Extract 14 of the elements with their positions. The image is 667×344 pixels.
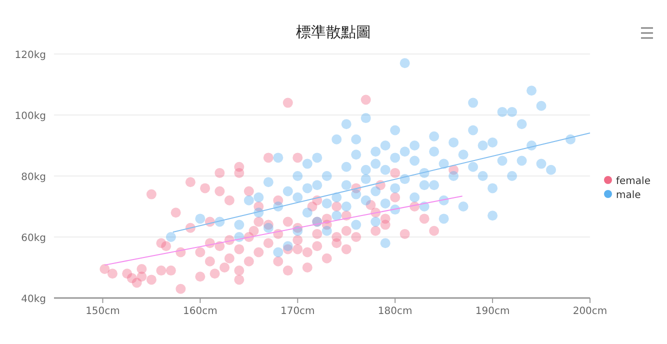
x-tick-label: 170cm xyxy=(280,306,315,317)
x-tick-label: 200cm xyxy=(572,306,608,317)
y-tick-label: 120kg xyxy=(14,50,46,61)
legend-label: male xyxy=(616,190,641,201)
y-tick-label: 60kg xyxy=(21,233,46,244)
legend-label: female xyxy=(616,176,650,187)
y-tick-label: 40kg xyxy=(21,294,46,305)
y-tick-label: 80kg xyxy=(21,172,46,183)
x-tick-label: 190cm xyxy=(475,306,510,317)
y-tick-label: 100kg xyxy=(14,111,46,122)
x-tick-label: 160cm xyxy=(183,306,218,317)
x-tick-label: 150cm xyxy=(86,306,120,317)
x-tick-label: 180cm xyxy=(378,306,412,317)
chart-title: 標準散點圖 xyxy=(296,23,371,41)
